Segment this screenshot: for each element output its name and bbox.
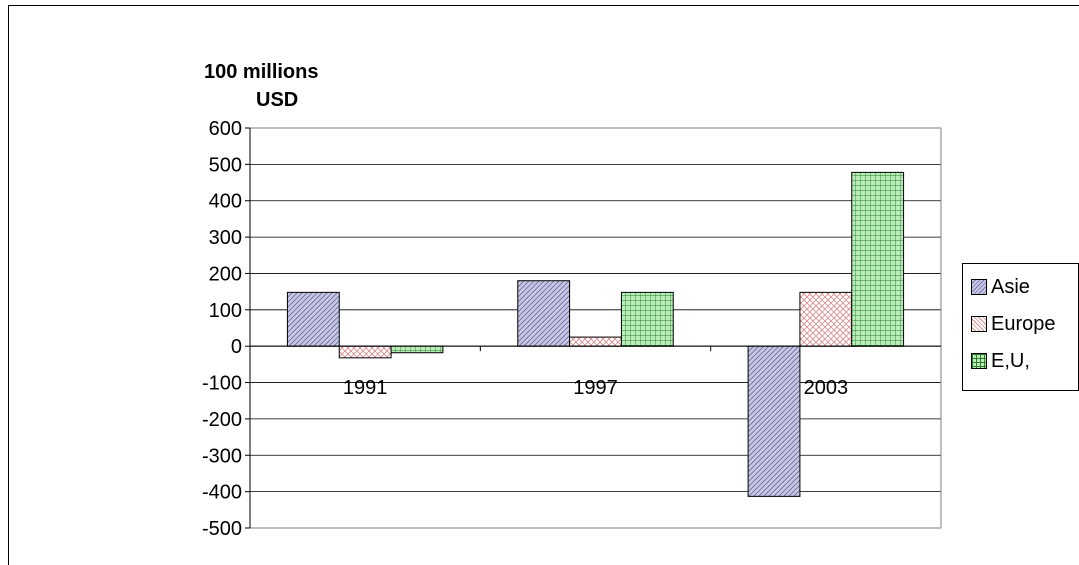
legend: Asie Europe E,U,: [962, 263, 1079, 391]
bar-asie-2003: [747, 345, 801, 497]
y-tick-label: -200: [202, 409, 242, 431]
y-tick-label: 200: [209, 263, 242, 285]
legend-label: Asie: [991, 275, 1030, 298]
legend-swatch: [971, 316, 987, 332]
y-tick-label: -100: [202, 373, 242, 395]
x-tick-label: 1991: [343, 377, 388, 399]
x-tick-label: 2003: [804, 377, 849, 399]
y-tick-label: 400: [209, 191, 242, 213]
x-tick-labels: 1991 1997 2003: [343, 377, 848, 399]
y-tick-label: 600: [209, 118, 242, 140]
y-tick-label: -400: [202, 482, 242, 504]
y-axis-unit-label: 100 millions USD: [204, 58, 364, 114]
bar-eu-1991: [390, 345, 444, 354]
bar-europe-2003: [799, 291, 853, 347]
legend-item-asie: Asie: [971, 274, 1030, 300]
y-axis-unit-line-2: USD: [256, 89, 299, 111]
bar-europe-1997: [569, 336, 622, 347]
legend-item-europe: Europe: [971, 311, 1056, 337]
y-tick-label: 300: [209, 227, 242, 249]
bar-eu-2003: [851, 171, 905, 347]
bar-eu-1997: [620, 291, 674, 347]
bar-asie-1997: [517, 280, 571, 347]
y-tick-labels: 600 500 400 300 200 100 0 -100 -200 -300 -400 -500: [202, 118, 242, 540]
y-tick-label: 0: [231, 336, 242, 358]
y-tick-label: 500: [209, 154, 242, 176]
legend-label: Europe: [991, 312, 1056, 335]
legend-swatch: [971, 279, 987, 295]
x-tick-label: 1997: [573, 377, 618, 399]
legend-swatch: [971, 353, 987, 369]
y-tick-label: -500: [202, 518, 242, 540]
legend-item-eu: E,U,: [971, 348, 1030, 374]
y-axis-unit-line-1: 100 millions: [204, 61, 319, 83]
chart-area-frame: [8, 5, 1079, 565]
y-tick-label: 100: [209, 300, 242, 322]
legend-label: E,U,: [991, 349, 1030, 372]
bars: [286, 171, 905, 497]
axes: [245, 127, 942, 529]
bar-europe-1991: [338, 345, 392, 359]
bar-asie-1991: [286, 291, 340, 347]
y-tick-label: -300: [202, 445, 242, 467]
